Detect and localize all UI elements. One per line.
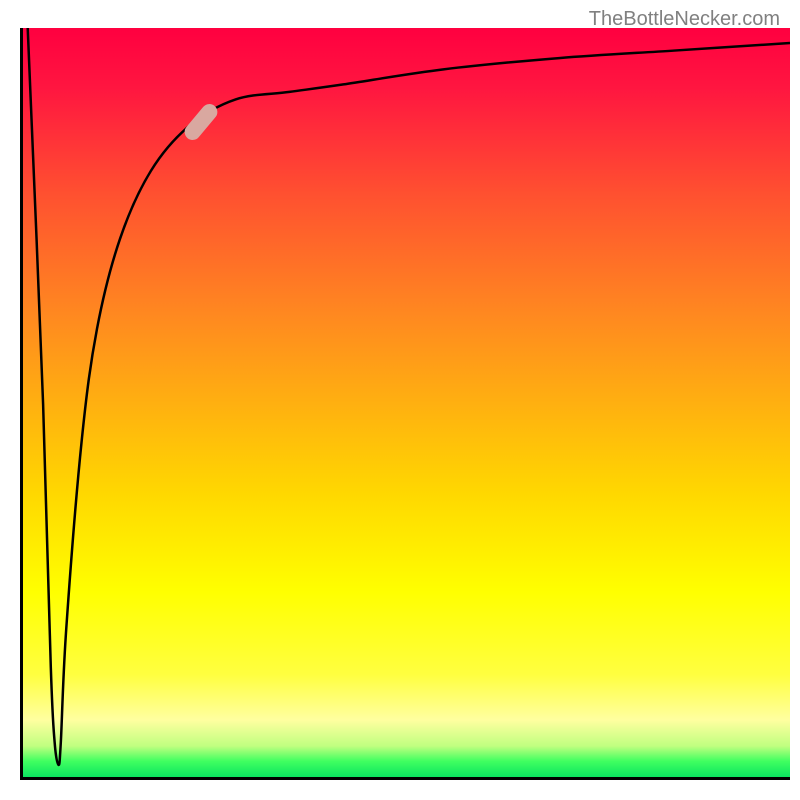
chart-container: TheBottleNecker.com bbox=[0, 0, 800, 800]
plot-area bbox=[20, 28, 790, 780]
curve-line bbox=[20, 28, 790, 780]
watermark-text: TheBottleNecker.com bbox=[589, 8, 780, 31]
